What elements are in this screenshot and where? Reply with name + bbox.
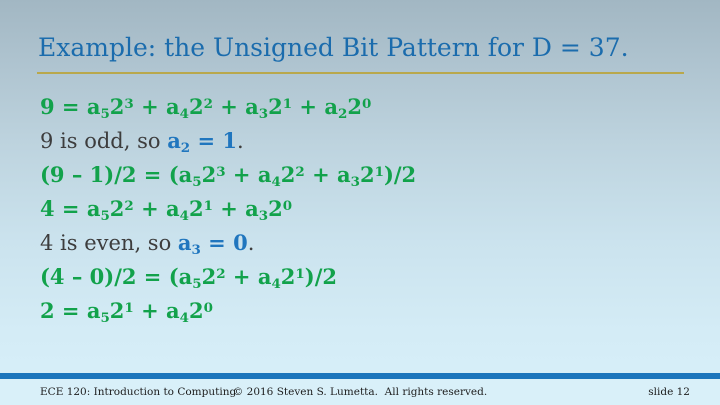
footer: ECE 120: Introduction to Computing © 201…: [0, 379, 720, 405]
text-segment: 4 is even, so: [40, 231, 178, 255]
body-line: 2 = a521 + a420: [40, 294, 416, 328]
body-line: 9 is odd, so a2 = 1.: [40, 124, 416, 158]
text-segment: a2 = 1: [167, 128, 237, 156]
body-line: 4 = a522 + a421 + a320: [40, 192, 416, 226]
text-segment: 2 = a521 + a420: [40, 298, 213, 326]
title-underline: [37, 72, 684, 74]
text-segment: .: [247, 231, 255, 255]
footer-slide-number: slide 12: [648, 386, 690, 398]
text-segment: a3 = 0: [177, 230, 248, 258]
footer-accent-bar: [0, 373, 720, 379]
body-line: 4 is even, so a3 = 0.: [40, 226, 416, 260]
text-segment: (9 – 1)/2 = (a523 + a422 + a321)/2: [40, 162, 417, 190]
footer-copyright: © 2016 Steven S. Lumetta. All rights res…: [232, 386, 488, 398]
slide-title: Example: the Unsigned Bit Pattern for D …: [38, 33, 629, 62]
body-line: (9 – 1)/2 = (a523 + a422 + a321)/2: [40, 158, 416, 192]
text-segment: 9 = a523 + a422 + a321 + a220: [40, 94, 372, 122]
footer-course-label: ECE 120: Introduction to Computing: [40, 386, 237, 398]
text-segment: .: [237, 129, 244, 153]
text-segment: 9 is odd, so: [40, 129, 168, 153]
body-lines: 9 = a523 + a422 + a321 + a220 9 is odd, s…: [40, 90, 416, 328]
text-segment: (4 – 0)/2 = (a522 + a421)/2: [40, 264, 337, 292]
text-segment: 4 = a522 + a421 + a320: [40, 196, 293, 224]
body-line: 9 = a523 + a422 + a321 + a220: [40, 90, 416, 124]
body-line: (4 – 0)/2 = (a522 + a421)/2: [40, 260, 416, 294]
